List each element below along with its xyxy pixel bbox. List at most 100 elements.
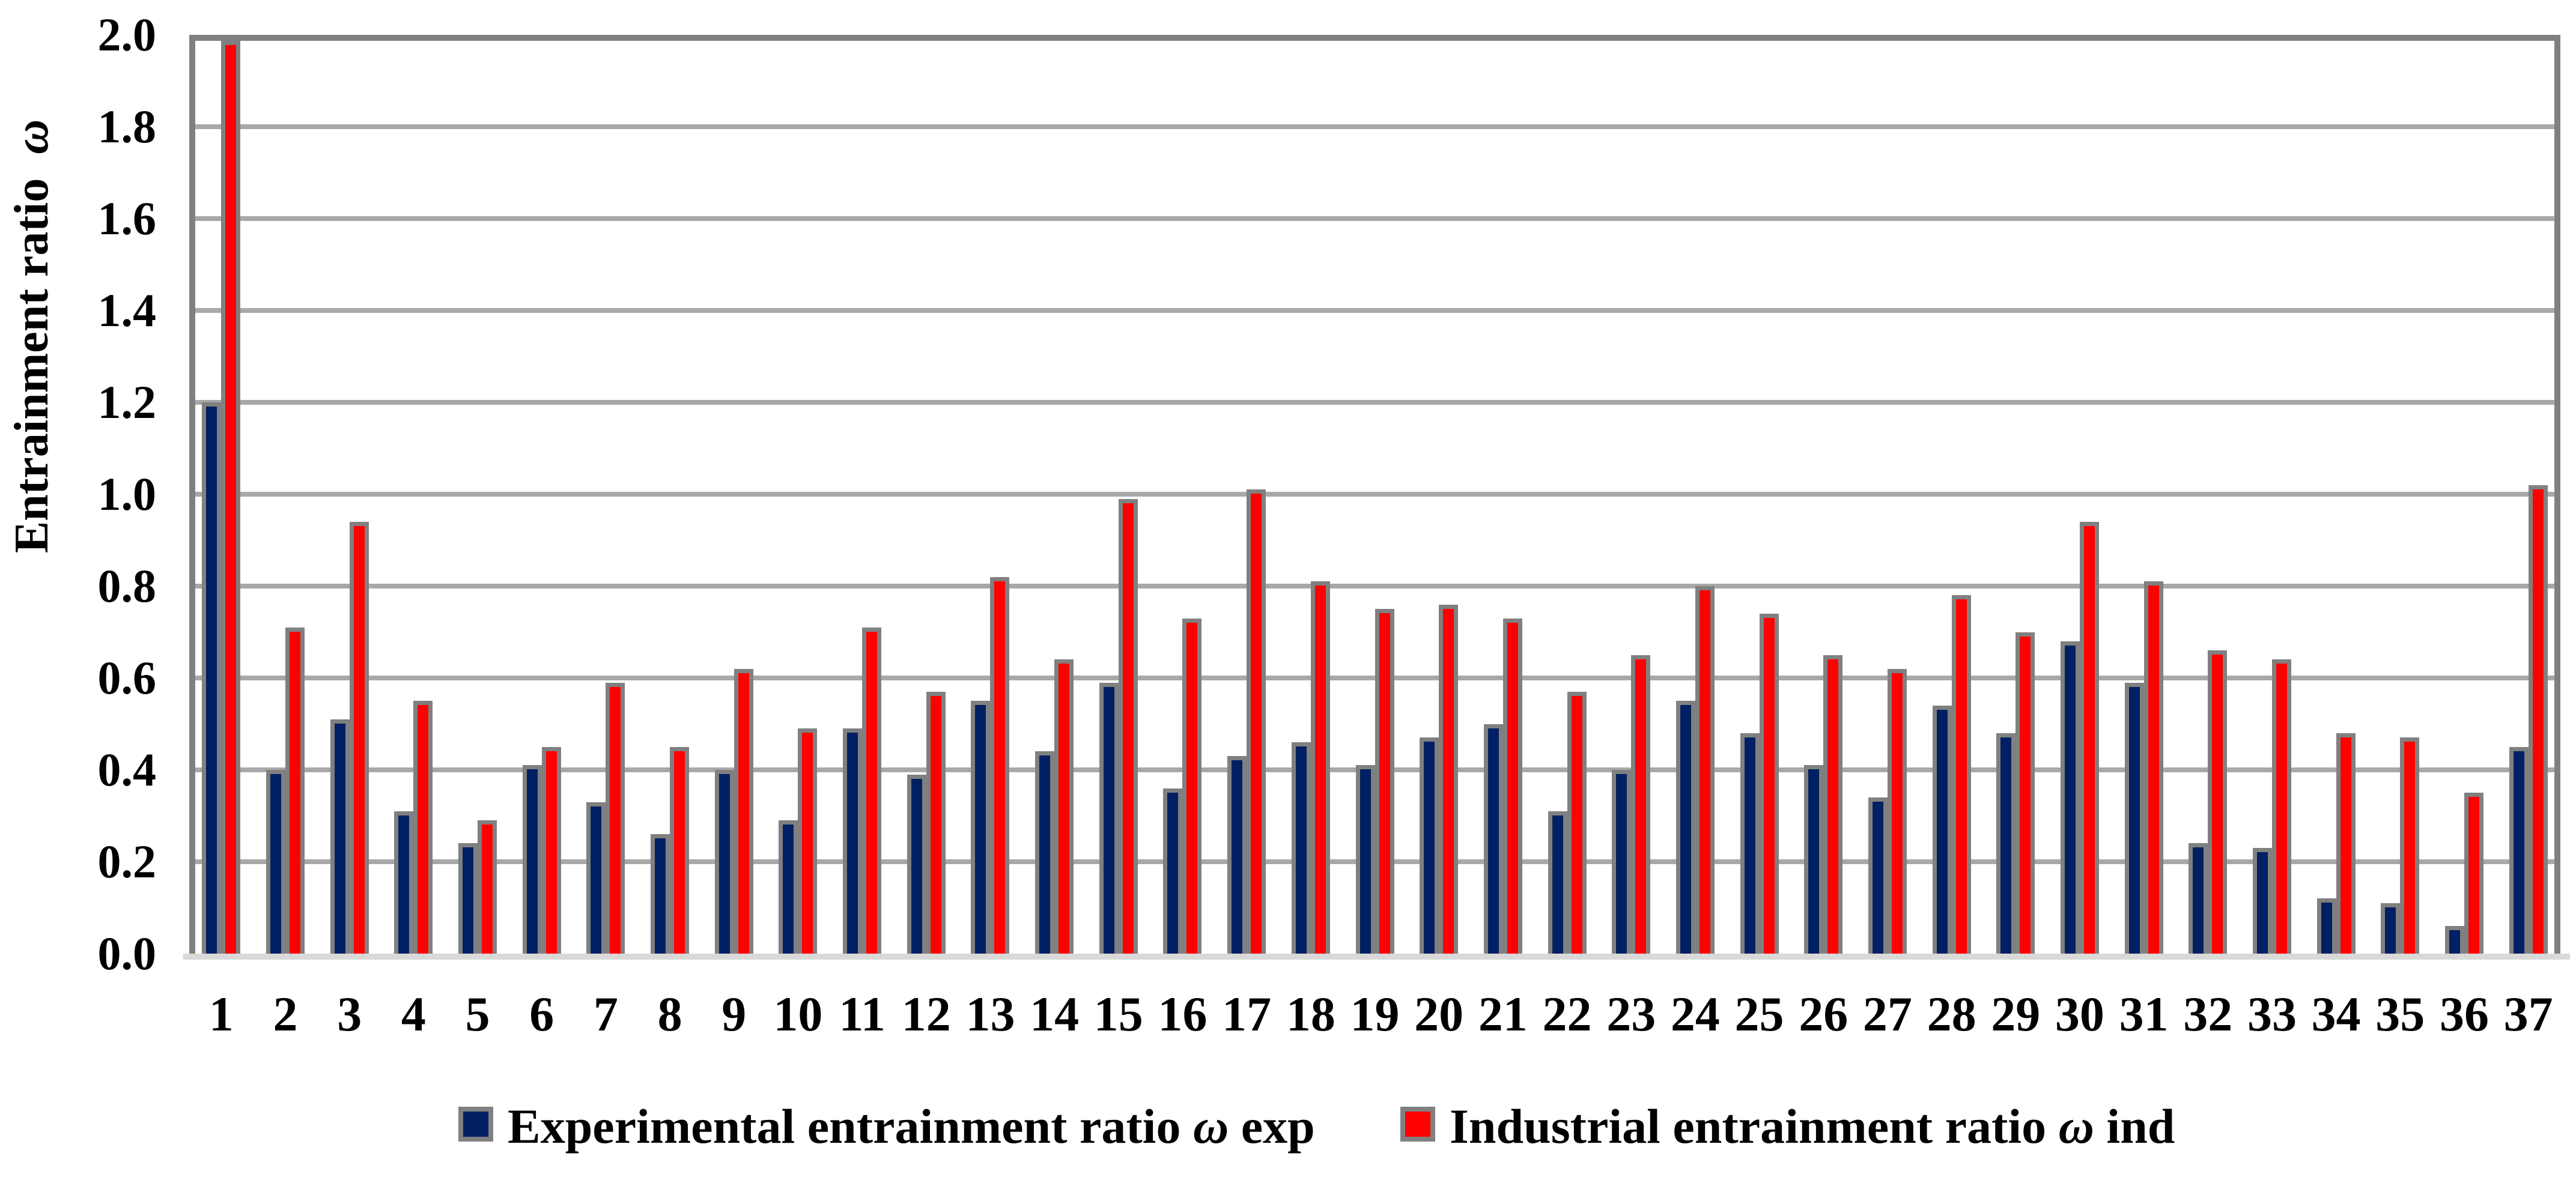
x-tick-label-26: 26 xyxy=(1799,987,1848,1041)
x-tick-label-9: 9 xyxy=(721,987,747,1041)
bar-experimental-35 xyxy=(2381,903,2401,954)
y-tick-label-0.6: 0.6 xyxy=(97,652,157,704)
bar-experimental-26 xyxy=(1804,765,1824,954)
x-tick-label-13: 13 xyxy=(965,987,1015,1041)
bar-industrial-2 xyxy=(285,627,305,954)
bar-industrial-5 xyxy=(478,820,497,954)
bar-industrial-12 xyxy=(926,691,946,954)
legend-label-experimental: Experimental entrainment ratio ω exp xyxy=(508,1099,1315,1154)
bar-experimental-21 xyxy=(1483,724,1503,954)
bar-industrial-14 xyxy=(1054,659,1074,954)
y-tick-label-1.4: 1.4 xyxy=(97,284,157,336)
gridline xyxy=(195,584,2554,588)
bar-experimental-34 xyxy=(2316,898,2336,954)
x-tick-label-37: 37 xyxy=(2503,987,2553,1041)
y-tick-label-1.0: 1.0 xyxy=(97,468,157,520)
bar-experimental-1 xyxy=(202,402,222,954)
bar-industrial-30 xyxy=(2079,521,2099,954)
x-tick-label-8: 8 xyxy=(657,987,682,1041)
bar-experimental-22 xyxy=(1548,811,1567,954)
gridline xyxy=(195,492,2554,497)
bar-experimental-6 xyxy=(522,765,542,954)
x-tick-label-30: 30 xyxy=(2055,987,2104,1041)
bar-experimental-8 xyxy=(651,834,670,954)
x-tick-label-21: 21 xyxy=(1478,987,1528,1041)
bar-experimental-25 xyxy=(1740,733,1760,954)
bar-experimental-32 xyxy=(2189,843,2208,954)
bar-industrial-27 xyxy=(1887,668,1907,954)
bar-industrial-11 xyxy=(862,627,882,954)
y-tick-label-1.6: 1.6 xyxy=(97,192,157,244)
x-tick-label-36: 36 xyxy=(2439,987,2489,1041)
x-tick-label-35: 35 xyxy=(2375,987,2425,1041)
bar-experimental-31 xyxy=(2124,682,2144,954)
bar-experimental-37 xyxy=(2509,746,2529,954)
y-tick-label-1.8: 1.8 xyxy=(97,100,157,153)
bar-experimental-28 xyxy=(1932,705,1952,954)
bar-experimental-24 xyxy=(1675,701,1695,954)
bar-experimental-36 xyxy=(2444,926,2464,954)
x-tick-label-32: 32 xyxy=(2183,987,2233,1041)
gridline xyxy=(195,124,2554,129)
x-tick-label-2: 2 xyxy=(273,987,298,1041)
bar-experimental-33 xyxy=(2252,848,2272,954)
gridline xyxy=(195,308,2554,313)
y-tick-label-0.8: 0.8 xyxy=(97,560,157,612)
legend-swatch-industrial xyxy=(1400,1107,1435,1142)
x-tick-label-4: 4 xyxy=(401,987,426,1041)
bar-industrial-37 xyxy=(2528,485,2548,954)
bar-industrial-13 xyxy=(990,576,1010,954)
bar-industrial-32 xyxy=(2208,650,2228,954)
bar-experimental-13 xyxy=(971,701,991,954)
bar-experimental-15 xyxy=(1099,682,1119,954)
x-tick-label-29: 29 xyxy=(1991,987,2041,1041)
bar-industrial-22 xyxy=(1567,691,1587,954)
bar-industrial-9 xyxy=(734,668,753,954)
plot-area xyxy=(189,35,2560,954)
x-tick-label-10: 10 xyxy=(773,987,823,1041)
bar-industrial-1 xyxy=(221,41,241,954)
bar-experimental-30 xyxy=(2060,641,2080,954)
x-tick-label-22: 22 xyxy=(1542,987,1592,1041)
x-tick-label-27: 27 xyxy=(1862,987,1912,1041)
y-tick-label-0.0: 0.0 xyxy=(97,927,157,979)
bar-industrial-34 xyxy=(2336,733,2356,954)
bar-experimental-12 xyxy=(907,774,926,954)
bar-industrial-10 xyxy=(798,728,818,954)
bar-industrial-17 xyxy=(1247,489,1266,954)
bar-experimental-5 xyxy=(458,843,478,954)
bar-experimental-2 xyxy=(266,770,285,954)
bar-experimental-29 xyxy=(1996,733,2016,954)
x-tick-label-24: 24 xyxy=(1670,987,1720,1041)
bar-experimental-19 xyxy=(1355,765,1375,954)
bar-industrial-4 xyxy=(413,701,433,954)
bar-experimental-3 xyxy=(330,719,350,954)
bar-experimental-7 xyxy=(586,802,606,954)
y-tick-label-0.2: 0.2 xyxy=(97,835,157,888)
x-tick-label-7: 7 xyxy=(593,987,618,1041)
bar-experimental-4 xyxy=(394,811,414,954)
bar-industrial-36 xyxy=(2464,793,2483,954)
bar-industrial-28 xyxy=(1951,595,1971,954)
bar-experimental-10 xyxy=(779,820,798,954)
y-tick-label-0.4: 0.4 xyxy=(97,743,157,796)
bar-industrial-15 xyxy=(1118,498,1138,954)
bar-industrial-26 xyxy=(1823,655,1843,954)
bar-industrial-21 xyxy=(1502,618,1522,954)
x-tick-label-25: 25 xyxy=(1734,987,1784,1041)
bar-industrial-31 xyxy=(2143,581,2163,954)
x-tick-label-1: 1 xyxy=(208,987,234,1041)
x-tick-label-5: 5 xyxy=(465,987,490,1041)
bar-experimental-11 xyxy=(843,728,863,954)
bar-industrial-7 xyxy=(606,682,625,954)
bar-industrial-16 xyxy=(1182,618,1202,954)
bar-industrial-29 xyxy=(2016,632,2035,954)
bar-experimental-9 xyxy=(714,770,734,954)
x-tick-label-34: 34 xyxy=(2311,987,2361,1041)
x-tick-label-16: 16 xyxy=(1158,987,1208,1041)
x-tick-label-33: 33 xyxy=(2247,987,2297,1041)
bar-experimental-17 xyxy=(1227,756,1247,954)
x-tick-label-17: 17 xyxy=(1222,987,1272,1041)
x-tick-label-11: 11 xyxy=(839,987,886,1041)
